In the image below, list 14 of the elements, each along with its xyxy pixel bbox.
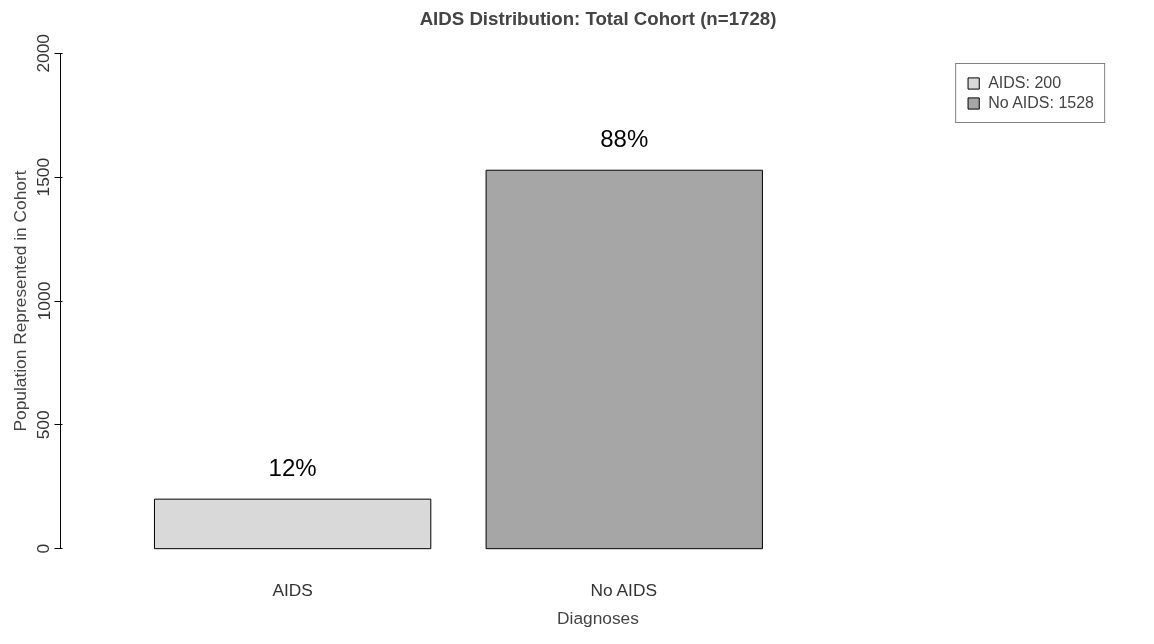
legend-label: AIDS: 200 (988, 74, 1062, 92)
annotation: 88% (600, 125, 649, 153)
y-tick-label: 1500 (33, 157, 54, 197)
legend-label: No AIDS: 1528 (988, 94, 1094, 112)
x-tick-label: No AIDS (590, 579, 657, 600)
y-tick-label: 2000 (33, 34, 54, 73)
annotation: 12% (268, 454, 317, 482)
chart-title: AIDS Distribution: Total Cohort (n=1728) (419, 7, 777, 29)
y-tick-label: 500 (33, 410, 54, 440)
y-tick-label: 0 (33, 543, 54, 554)
x-axis-title: Diagnoses (557, 607, 640, 628)
x-tick-label: AIDS (272, 579, 313, 600)
y-tick-label: 1000 (33, 281, 54, 321)
y-axis-title: Population Represented in Cohort (9, 170, 30, 432)
